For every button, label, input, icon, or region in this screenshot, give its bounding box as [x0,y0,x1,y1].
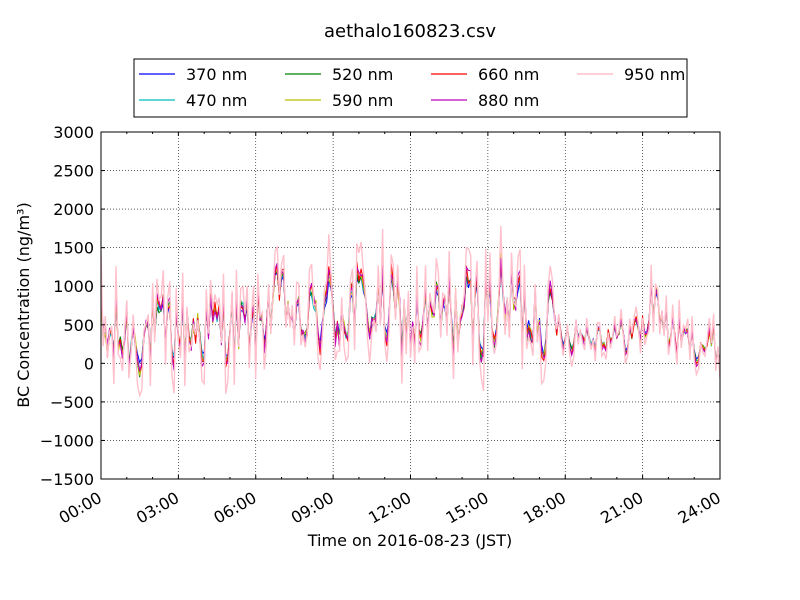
x-tick-label: 12:00 [365,488,414,528]
x-tick-label: 15:00 [442,488,491,528]
y-tick-label: −1500 [40,470,94,489]
y-tick-labels: 3000 2500 2000 1500 1000 500 0 −500 −1000 −1500 [40,123,94,489]
legend-label: 590 nm [332,91,393,110]
chart-title: aethalo160823.csv [324,21,496,42]
x-tick-label: 21:00 [597,488,646,528]
y-tick-label: 2500 [53,162,94,181]
x-tick-labels: 00:00 03:00 06:00 09:00 12:00 15:00 18:00 21:00… [56,488,724,528]
plot-area [101,225,720,398]
legend-label: 370 nm [186,65,247,84]
y-tick-label: 0 [84,354,94,373]
axis-ticks [100,131,721,480]
grid-lines [101,132,720,479]
legend-label: 880 nm [478,91,539,110]
legend: 370 nm 470 nm 520 nm 590 nm 660 nm 880 nm 950 … [133,58,688,118]
y-tick-label: 2000 [53,200,94,219]
y-tick-label: −1000 [40,431,94,450]
x-tick-label: 03:00 [133,488,182,528]
series-line-950-nm [101,225,720,398]
legend-label: 660 nm [478,65,539,84]
x-tick-label: 24:00 [675,488,724,528]
x-tick-label: 09:00 [288,488,337,528]
legend-label: 520 nm [332,65,393,84]
y-axis-label: BC Concentration (ng/m³) [14,202,33,407]
y-tick-label: 3000 [53,123,94,142]
y-tick-label: −500 [50,393,94,412]
series-lines [101,225,720,398]
x-tick-label: 00:00 [56,488,105,528]
y-tick-label: 1000 [53,277,94,296]
legend-label: 470 nm [186,91,247,110]
y-tick-label: 500 [63,316,94,335]
x-tick-label: 18:00 [520,488,569,528]
x-axis-label: Time on 2016-08-23 (JST) [307,531,512,550]
legend-box [133,58,688,118]
x-tick-label: 06:00 [210,488,259,528]
legend-label: 950 nm [624,65,685,84]
y-tick-label: 1500 [53,239,94,258]
